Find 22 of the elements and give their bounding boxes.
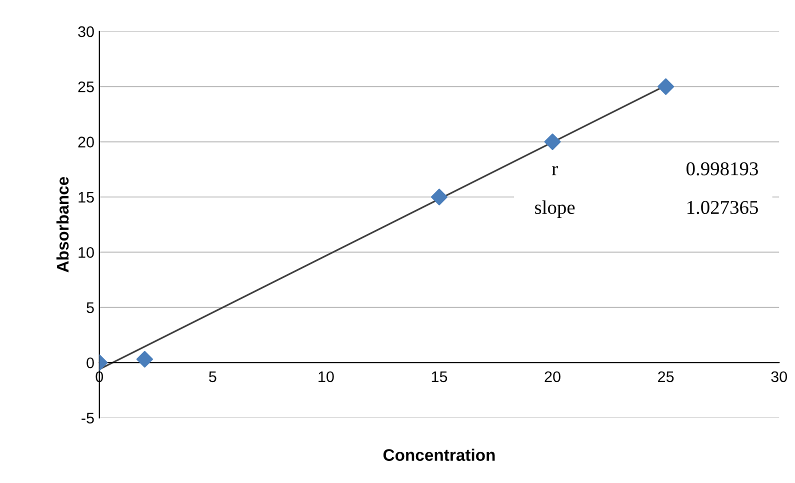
y-tick-label: 25 (78, 81, 94, 92)
y-tick-label: 10 (78, 247, 94, 258)
y-tick-label: 15 (78, 192, 94, 203)
x-tick-label: 15 (432, 371, 448, 382)
x-tick-label: 5 (209, 371, 216, 382)
y-tick-label: 20 (78, 136, 94, 148)
x-tick-label: 10 (318, 371, 334, 382)
y-tick-label: -5 (82, 412, 94, 424)
y-tick-label: 5 (86, 302, 94, 314)
text: slope 1.027365 (535, 200, 758, 218)
x-axis-title: Concentration (383, 448, 495, 461)
point (544, 133, 561, 150)
point (658, 78, 674, 95)
x-tick-label: 30 (771, 371, 787, 382)
text: r 0.998193 (552, 162, 758, 176)
x-tick-label: 20 (544, 371, 560, 382)
x-tick-label: 25 (658, 371, 674, 382)
y-axis-title: Absorbance (56, 177, 69, 272)
point (430, 188, 448, 206)
y-tick-label: 0 (86, 357, 94, 368)
point (136, 350, 153, 368)
y-tick-label: 30 (78, 26, 94, 38)
